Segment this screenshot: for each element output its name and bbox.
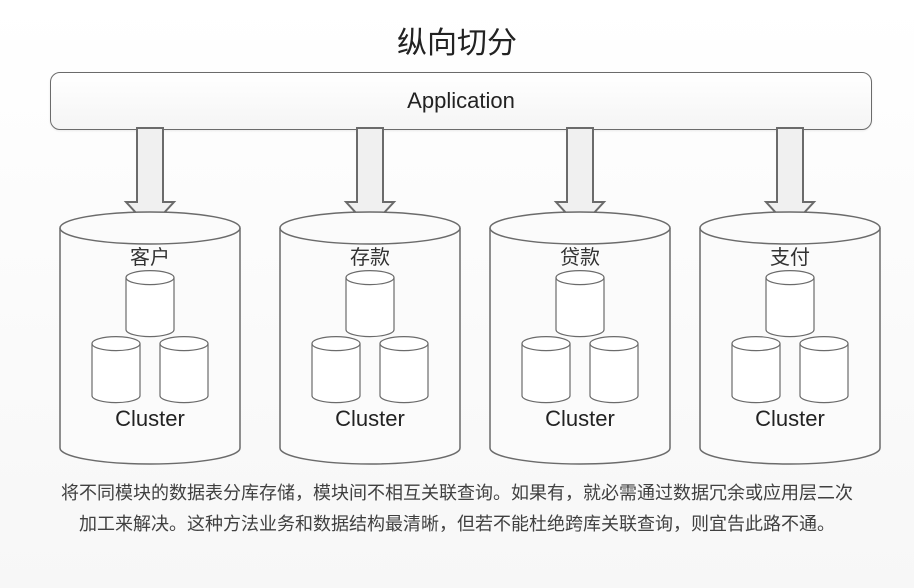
cluster-label-2: 贷款 [560,246,600,269]
arrow-1 [346,128,394,228]
arrow-2 [556,128,604,228]
cluster-label-3: 支付 [770,246,810,269]
cluster-caption-3: Cluster [755,406,825,431]
cluster-3: 支付 Cluster [700,212,880,464]
cluster-caption-1: Cluster [335,406,405,431]
cluster-0: 客户 Cluster [60,212,240,464]
diagram-canvas: 纵向切分 Application 客户 Cluster 存款 Cluster 贷款 Clu… [0,0,914,588]
application-box: Application [50,72,872,130]
diagram-caption: 将不同模块的数据表分库存储，模块间不相互关联查询。如果有，就必需通过数据冗余或应… [0,478,914,539]
cluster-label-1: 存款 [350,246,390,269]
application-label: Application [407,88,515,114]
cluster-2: 贷款 Cluster [490,212,670,464]
cluster-1: 存款 Cluster [280,212,460,464]
cluster-caption-0: Cluster [115,406,185,431]
cluster-caption-2: Cluster [545,406,615,431]
diagram-title: 纵向切分 [0,18,914,62]
cluster-label-0: 客户 [130,246,170,269]
arrow-3 [766,128,814,228]
arrow-0 [126,128,174,228]
